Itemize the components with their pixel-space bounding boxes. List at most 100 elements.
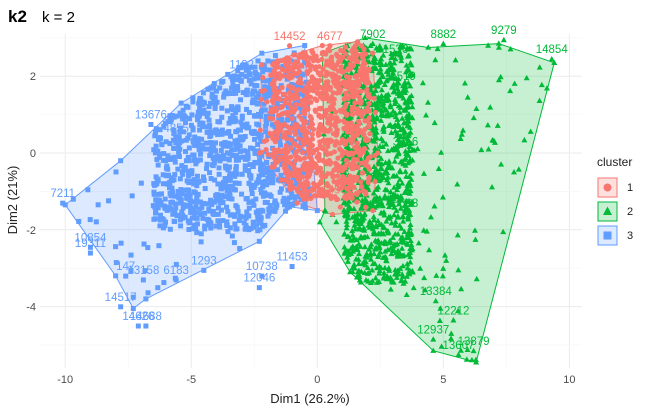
- cluster-3-point: [180, 129, 186, 135]
- cluster-3-point: [202, 210, 208, 216]
- cluster-3-point: [253, 196, 259, 202]
- cluster-1-point: [316, 64, 322, 70]
- cluster-2-point: [407, 221, 414, 228]
- cluster-3-point: [113, 273, 119, 279]
- cluster-3-point: [180, 116, 186, 122]
- cluster-2-point: [457, 347, 464, 353]
- point-label: 13879: [458, 336, 490, 348]
- cluster-3-point: [229, 233, 235, 239]
- cluster-1-point: [343, 101, 349, 107]
- cluster-2-point: [454, 231, 461, 238]
- cluster-3-point: [258, 108, 264, 114]
- cluster-2-point: [382, 61, 389, 67]
- cluster-3-point: [204, 113, 210, 119]
- cluster-3-point: [181, 113, 187, 119]
- point-label: 3356: [393, 136, 419, 148]
- cluster-1-point: [271, 77, 277, 84]
- cluster-3-point: [165, 119, 171, 125]
- cluster-2-point: [347, 114, 354, 120]
- cluster-1-point: [363, 70, 369, 77]
- cluster-2-point: [420, 170, 427, 176]
- cluster-2-point: [388, 63, 395, 69]
- cluster-3-point: [163, 139, 169, 145]
- cluster-2-point: [401, 189, 408, 196]
- cluster-3-point: [219, 105, 225, 111]
- cluster-2-point: [359, 197, 366, 203]
- cluster-1-point: [306, 145, 312, 151]
- point-label: 9279: [491, 25, 517, 37]
- cluster-1-point: [325, 171, 331, 177]
- cluster-3-point: [237, 77, 243, 83]
- cluster-2-point: [373, 105, 380, 111]
- cluster-3-point: [290, 175, 296, 181]
- point-label: 147: [116, 261, 135, 273]
- cluster-3-point: [145, 290, 151, 296]
- cluster-3-point: [199, 144, 205, 150]
- cluster-2-point: [382, 248, 389, 254]
- cluster-2-point: [375, 253, 382, 259]
- cluster-2-point: [357, 211, 364, 217]
- cluster-2-point: [439, 272, 446, 279]
- y-tick-label: 2: [30, 71, 36, 83]
- cluster-3-point: [207, 170, 213, 176]
- cluster-3-point: [256, 90, 262, 96]
- cluster-2-point: [408, 61, 415, 68]
- cluster-2-point: [385, 109, 392, 116]
- cluster-3-point: [227, 116, 233, 122]
- cluster-2-point: [371, 260, 378, 267]
- cluster-3-point: [217, 224, 223, 230]
- cluster-3-point: [224, 219, 230, 225]
- cluster-1-point: [313, 53, 319, 59]
- cluster-3-point: [169, 185, 175, 191]
- cluster-1-point: [298, 62, 304, 69]
- cluster-3-point: [296, 83, 302, 89]
- cluster-2-point: [391, 100, 398, 106]
- cluster-3-point: [212, 130, 218, 136]
- cluster-3-point: [128, 268, 134, 274]
- cluster-2-point: [344, 207, 351, 213]
- cluster-3-point: [246, 77, 252, 83]
- point-label: 5519: [390, 71, 416, 83]
- cluster-3-point: [262, 84, 268, 90]
- cluster-2-point: [523, 74, 530, 81]
- cluster-1-point: [298, 102, 304, 108]
- cluster-3-point: [197, 127, 203, 133]
- cluster-3-point: [270, 176, 276, 182]
- cluster-3-point: [267, 192, 273, 198]
- cluster-2-point: [439, 194, 446, 200]
- cluster-1-point: [323, 110, 329, 117]
- cluster-3-point: [233, 129, 239, 135]
- cluster-1-point: [363, 204, 369, 210]
- cluster-3-point: [184, 193, 190, 199]
- cluster-3-point: [155, 148, 161, 154]
- cluster-2-point: [364, 264, 371, 271]
- cluster-3-point: [245, 151, 251, 157]
- cluster-2-point: [395, 182, 402, 188]
- cluster-3-point: [255, 141, 261, 147]
- cluster-3-point: [243, 63, 249, 69]
- cluster-3-point: [155, 197, 161, 203]
- x-axis-title: Dim1 (26.2%): [270, 391, 349, 406]
- cluster-2-point: [391, 247, 398, 254]
- cluster-3-point: [232, 138, 238, 144]
- cluster-3-point: [220, 199, 226, 205]
- cluster-3-point: [250, 146, 256, 152]
- cluster-1-point: [339, 69, 345, 75]
- cluster-2-point: [400, 82, 407, 89]
- cluster-2-point: [349, 237, 356, 243]
- cluster-3-point: [302, 43, 308, 49]
- cluster-2-point: [384, 246, 391, 253]
- cluster-1-point: [325, 189, 331, 195]
- cluster-1-point: [259, 62, 265, 68]
- cluster-3-point: [213, 140, 219, 146]
- cluster-1-point: [355, 83, 361, 89]
- cluster-1-point: [330, 90, 336, 96]
- cluster-3-point: [242, 163, 248, 169]
- cluster-2-point: [396, 109, 403, 115]
- cluster-3-point: [208, 220, 214, 226]
- cluster-3-point: [186, 132, 192, 138]
- cluster-3-point: [235, 68, 241, 74]
- cluster-1-point: [310, 76, 317, 82]
- cluster-1-point: [258, 149, 265, 155]
- cluster-3-point: [60, 200, 66, 206]
